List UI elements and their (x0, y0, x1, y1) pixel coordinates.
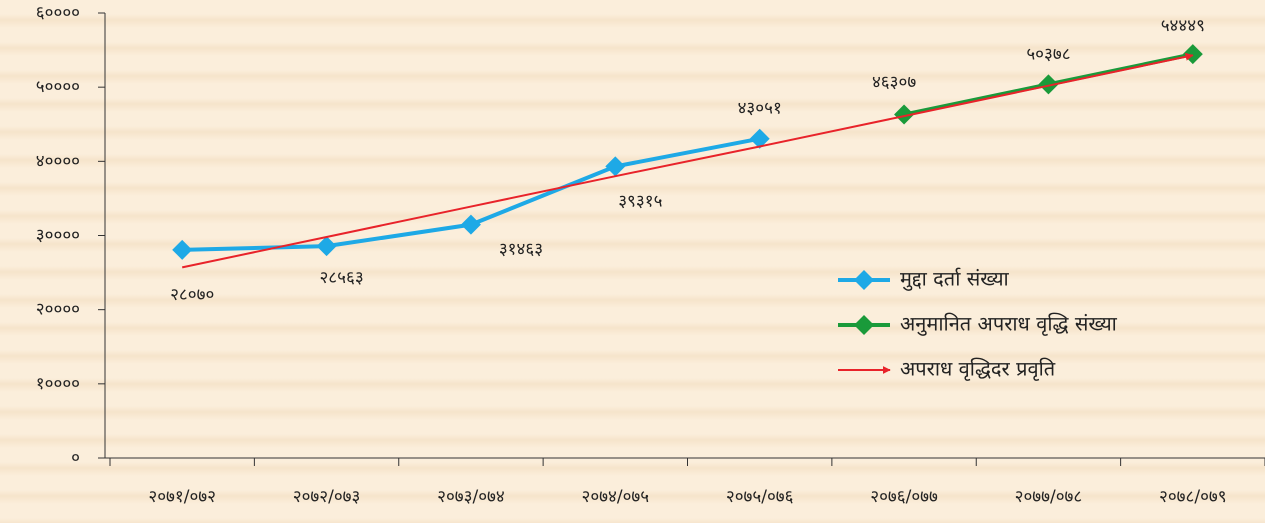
x-tick-label: २०७३/०७४ (437, 487, 505, 507)
series-line (181, 52, 1194, 269)
x-tick-label: २०७२/०७३ (293, 487, 361, 507)
data-label: ५४४४९ (1161, 16, 1205, 36)
x-tick-label: २०७४/०७५ (582, 487, 650, 507)
legend-label: मुद्दा दर्ता संख्या (900, 267, 1010, 292)
legend-label: अपराध वृद्धिदर प्रवृति (900, 357, 1056, 382)
x-tick-label: २०७६/०७७ (870, 487, 938, 507)
y-tick-label: ४०००० (36, 151, 80, 171)
data-label: २८५६३ (319, 268, 363, 288)
legend-label: अनुमानित अपराध वृद्धि संख्या (900, 312, 1118, 337)
point (605, 156, 626, 177)
y-tick-label: ० (71, 448, 80, 468)
point (460, 214, 481, 235)
y-tick-label: ५०००० (36, 77, 80, 97)
x-tick-label: २०७७/०७८ (1015, 487, 1083, 507)
data-label: २८०७० (170, 285, 214, 305)
y-tick-label: १०००० (36, 374, 80, 394)
point (749, 128, 770, 149)
point (316, 236, 337, 257)
point (1182, 44, 1203, 65)
legend-marker (854, 315, 874, 335)
point (172, 239, 193, 260)
y-tick-label: ६०००० (36, 3, 80, 23)
legend-marker (854, 270, 874, 290)
data-label: ४६३०७ (872, 73, 916, 93)
data-label: ५०३७८ (1026, 44, 1070, 64)
data-label: ३१४६३ (499, 240, 543, 260)
data-label: ३९३१५ (618, 191, 662, 211)
x-tick-label: २०७१/०७२ (148, 487, 216, 507)
point (1038, 74, 1059, 95)
point (894, 104, 915, 125)
y-tick-label: ३०००० (36, 226, 80, 246)
data-label: ४३०५१ (738, 99, 782, 119)
x-tick-label: २०७८/०७९ (1159, 487, 1227, 507)
y-tick-label: २०००० (36, 300, 80, 320)
x-tick-label: २०७५/०७६ (726, 487, 794, 507)
